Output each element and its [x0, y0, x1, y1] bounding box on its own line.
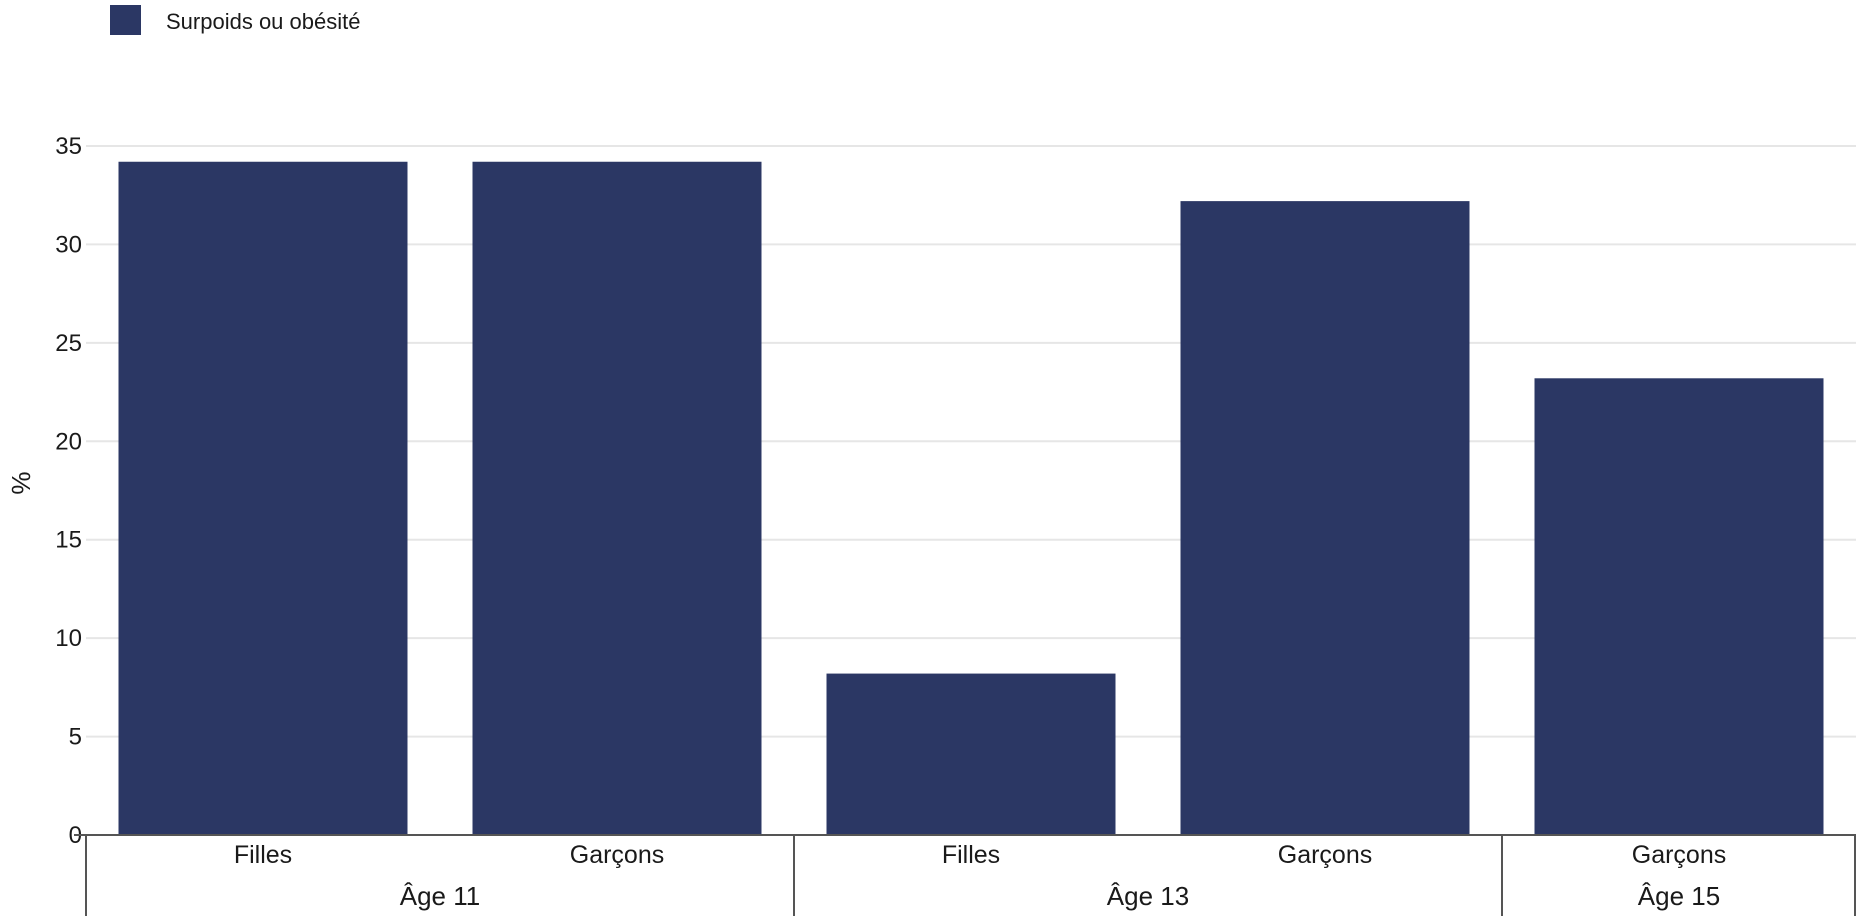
- y-tick-label: 35: [55, 133, 82, 160]
- bar: [472, 161, 762, 836]
- bar: [1180, 201, 1470, 835]
- legend: Surpoids ou obésité: [110, 5, 360, 35]
- y-tick-label: 20: [55, 428, 82, 455]
- x-group-label: Âge 13: [1107, 881, 1189, 911]
- x-group-label: Âge 15: [1638, 881, 1720, 911]
- x-category-label: Filles: [942, 841, 1000, 869]
- y-tick-label: 10: [55, 625, 82, 652]
- legend-label: Surpoids ou obésité: [166, 9, 360, 34]
- x-category-label: Garçons: [570, 841, 664, 869]
- bar: [118, 161, 408, 836]
- bars: [118, 161, 1824, 836]
- x-category-label: Garçons: [1278, 841, 1372, 869]
- x-category-label: Garçons: [1632, 841, 1726, 869]
- x-group-label: Âge 11: [400, 881, 480, 911]
- legend-swatch: [110, 5, 141, 35]
- x-category-label: Filles: [234, 841, 292, 869]
- y-axis-title: %: [6, 471, 36, 494]
- y-tick-label: 30: [55, 231, 82, 258]
- y-tick-label: 5: [69, 724, 82, 751]
- x-axis: Filles Garçons Filles Garçons Garçons Âge 11 Â…: [85, 834, 1856, 916]
- y-tick-label: 15: [55, 527, 82, 554]
- y-tick-label: 25: [55, 330, 82, 357]
- bar: [826, 673, 1116, 835]
- bar: [1534, 378, 1824, 835]
